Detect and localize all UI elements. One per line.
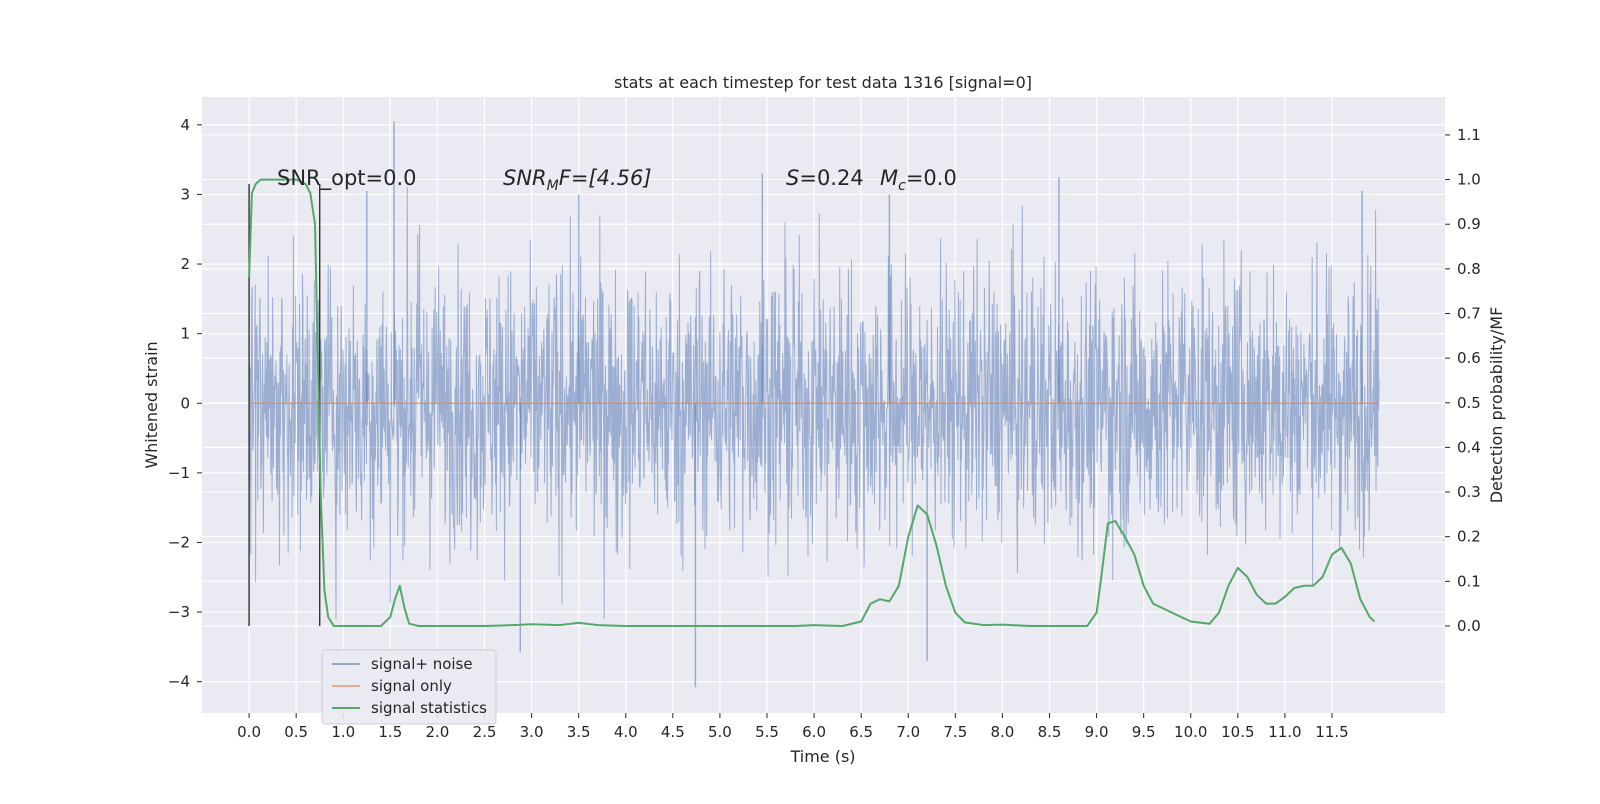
annotation-mc-label: M bbox=[880, 166, 898, 190]
x-tick-label: 1.5 bbox=[378, 723, 402, 741]
x-tick-label: 7.5 bbox=[943, 723, 967, 741]
annotation-snr-mf-rest: F=[4.56] bbox=[559, 166, 652, 190]
y-left-tick-label: −2 bbox=[168, 533, 190, 551]
y-right-tick-label: 0.6 bbox=[1457, 349, 1481, 367]
x-tick-label: 5.0 bbox=[708, 723, 732, 741]
y-right-tick-label: 0.8 bbox=[1457, 260, 1481, 278]
x-tick-label: 6.0 bbox=[802, 723, 826, 741]
x-tick-label: 2.0 bbox=[425, 723, 449, 741]
annotation-snr-mf: SNRMF=[4.56] bbox=[503, 166, 652, 194]
y-right-tick-label: 0.7 bbox=[1457, 304, 1481, 322]
legend: signal+ noise signal only signal statist… bbox=[321, 649, 497, 725]
chart-title: stats at each timestep for test data 131… bbox=[614, 73, 1032, 92]
x-tick-label: 9.0 bbox=[1085, 723, 1109, 741]
y-left-tick-label: −4 bbox=[168, 673, 190, 691]
x-tick-label: 11.0 bbox=[1268, 723, 1301, 741]
y-left-tick-label: 4 bbox=[180, 116, 190, 134]
y-right-tick-label: 1.1 bbox=[1457, 126, 1481, 144]
y-left-tick-label: 3 bbox=[180, 185, 190, 203]
x-axis-title: Time (s) bbox=[789, 747, 855, 766]
legend-label-signal-only: signal only bbox=[371, 677, 452, 695]
x-tick-label: 10.5 bbox=[1221, 723, 1254, 741]
y-right-tick-label: 0.3 bbox=[1457, 483, 1481, 501]
series-signal-noise bbox=[248, 121, 1380, 688]
y-left-tick-label: 2 bbox=[180, 255, 190, 273]
y-axis-left-title: Whitened strain bbox=[142, 341, 161, 468]
axes: 0.0 0.5 1.0 1.5 2.0 2.5 3.0 3.5 4.0 4.5 5.0 5.5 6.0 6… bbox=[168, 116, 1481, 741]
signal-noise-trace bbox=[248, 187, 1380, 620]
y-right-tick-label: 0.4 bbox=[1457, 438, 1481, 456]
x-tick-label: 2.5 bbox=[473, 723, 497, 741]
annotation-s: S=0.24 bbox=[786, 166, 864, 190]
x-tick-label: 9.5 bbox=[1132, 723, 1156, 741]
grid-lines bbox=[202, 97, 1445, 713]
x-tick-label: 8.5 bbox=[1038, 723, 1062, 741]
x-tick-label: 4.0 bbox=[614, 723, 638, 741]
x-tick-label: 0.5 bbox=[284, 723, 308, 741]
x-tick-label: 3.5 bbox=[567, 723, 591, 741]
legend-label-signal-statistics: signal statistics bbox=[371, 699, 487, 717]
annotation-snr-mf-label: SNR bbox=[503, 166, 547, 190]
x-tick-label: 10.0 bbox=[1174, 723, 1207, 741]
y-axis-right-title: Detection probability/MF bbox=[1487, 307, 1506, 504]
x-tick-label: 3.0 bbox=[520, 723, 544, 741]
series-signal-statistics bbox=[248, 178, 1376, 627]
annotation-mc: Mc=0.0 bbox=[880, 166, 957, 194]
annotation-mc-sub: c bbox=[898, 178, 906, 194]
x-tick-label: 5.5 bbox=[755, 723, 779, 741]
y-right-tick-label: 0.0 bbox=[1457, 617, 1481, 635]
x-tick-label: 7.0 bbox=[896, 723, 920, 741]
annotation-snr-mf-sub: M bbox=[547, 178, 559, 194]
x-tick-label: 11.5 bbox=[1315, 723, 1348, 741]
x-tick-label: 1.0 bbox=[331, 723, 355, 741]
x-tick-label: 0.0 bbox=[237, 723, 261, 741]
annotation-s-label: S bbox=[786, 166, 799, 190]
annotation-mc-value: =0.0 bbox=[906, 166, 957, 190]
y-left-tick-label: 1 bbox=[180, 325, 190, 343]
legend-label-signal-noise: signal+ noise bbox=[371, 655, 473, 673]
x-tick-label: 8.0 bbox=[990, 723, 1014, 741]
signal-statistics-line bbox=[248, 178, 1376, 627]
annotation-s-value: =0.24 bbox=[799, 166, 863, 190]
y-left-tick-label: −1 bbox=[168, 464, 190, 482]
x-tick-label: 6.5 bbox=[849, 723, 873, 741]
legend-box bbox=[321, 649, 497, 725]
y-left-tick-label: 0 bbox=[180, 394, 190, 412]
y-right-tick-label: 0.2 bbox=[1457, 528, 1481, 546]
y-right-tick-label: 0.9 bbox=[1457, 215, 1481, 233]
y-right-tick-label: 0.5 bbox=[1457, 394, 1481, 412]
x-tick-label: 4.5 bbox=[661, 723, 685, 741]
y-right-tick-label: 1.0 bbox=[1457, 171, 1481, 189]
annotation-snr-opt: SNR_opt=0.0 bbox=[277, 166, 417, 191]
y-right-tick-label: 0.1 bbox=[1457, 572, 1481, 590]
y-left-tick-label: −3 bbox=[168, 603, 190, 621]
